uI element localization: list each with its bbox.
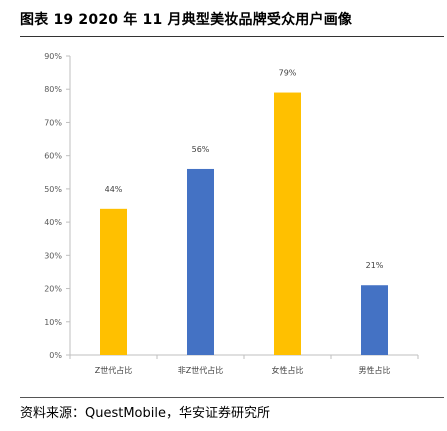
data-label: 44% (105, 185, 123, 194)
title-divider (20, 36, 444, 37)
x-axis: Z世代占比 非Z世代占比 女性占比 男性占比 (69, 354, 419, 375)
y-tick-label: 30% (44, 251, 62, 260)
data-label: 79% (279, 69, 297, 78)
y-tick-label: 0% (49, 351, 62, 360)
x-tick-label: 男性占比 (359, 365, 391, 375)
bar (100, 208, 127, 355)
figure-title: 图表 19 2020 年 11 月典型美妆品牌受众用户画像 (20, 12, 353, 28)
bar (187, 168, 214, 355)
y-tick-label: 60% (44, 152, 62, 161)
data-label: 21% (366, 261, 384, 270)
y-tick-label: 70% (44, 118, 62, 127)
x-tick-label: 女性占比 (272, 365, 304, 375)
y-tick-label: 50% (44, 185, 62, 194)
x-tick-label: Z世代占比 (95, 365, 132, 375)
y-tick-label: 10% (44, 318, 62, 327)
y-tick-label: 90% (44, 52, 62, 61)
y-tick-label: 40% (44, 218, 62, 227)
bar (361, 285, 388, 355)
bar (274, 92, 301, 356)
x-tick-label: 非Z世代占比 (178, 365, 223, 375)
source-divider (20, 397, 444, 398)
bars (100, 92, 388, 356)
data-labels: 44% 56% 79% 21% (105, 69, 384, 271)
y-axis: 0% 10% 20% 30% 40% 50% 60% 70% 80% 90% (44, 52, 71, 360)
data-label: 56% (192, 145, 210, 154)
bar-chart: 0% 10% 20% 30% 40% 50% 60% 70% 80% 90% Z世代占比 非Z世代占… (44, 52, 419, 375)
y-tick-label: 20% (44, 285, 62, 294)
y-tick-label: 80% (44, 85, 62, 94)
source-note: 资料来源：QuestMobile，华安证券研究所 (20, 406, 270, 421)
